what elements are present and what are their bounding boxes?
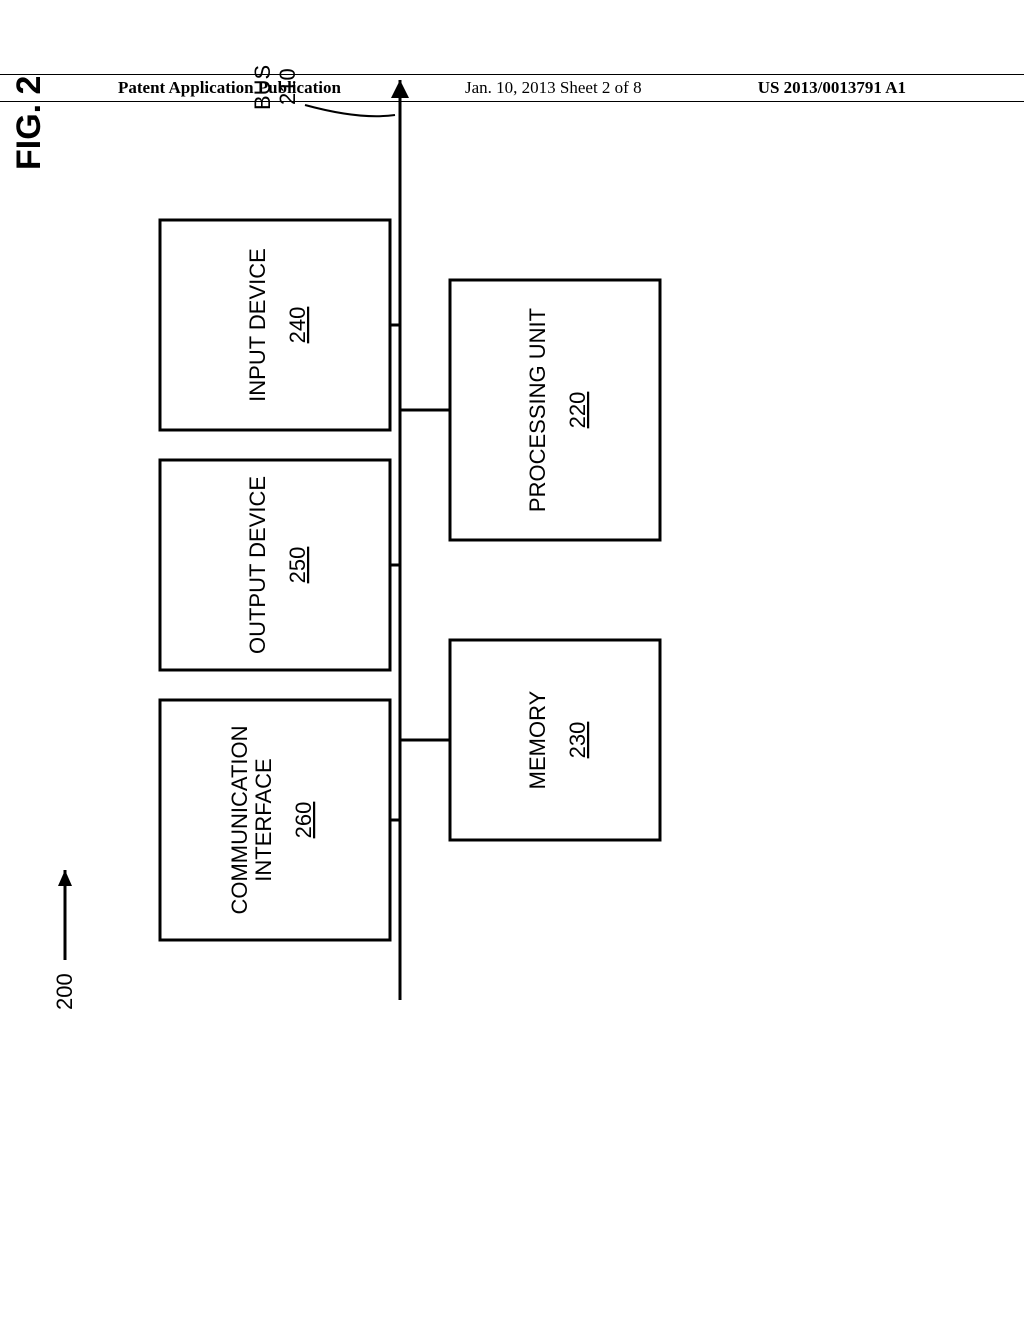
ref-comm: 260 (291, 802, 316, 839)
ref-input: 240 (285, 307, 310, 344)
block-input (160, 220, 390, 430)
system-ref: 200 (52, 973, 77, 1010)
ref-memory: 230 (565, 722, 590, 759)
system-ref-arrowhead (58, 870, 72, 886)
bus-ref: 210 (275, 68, 300, 105)
diagram-rotated-container: FIG. 2200BUS210COMMUNICATIONINTERFACE260… (0, 310, 1024, 1070)
block-output (160, 460, 390, 670)
block-memory (450, 640, 660, 840)
block-diagram: FIG. 2 200 BUS210 COMMUNICATIONINTERFACE 260… (0, 0, 720, 1070)
label-input: INPUT DEVICE (245, 248, 270, 402)
bus-arrowhead (391, 80, 409, 98)
label-output: OUTPUT DEVICE (245, 476, 270, 654)
label-proc: PROCESSING UNIT (525, 308, 550, 512)
bus-label: BUS (250, 65, 275, 110)
ref-output: 250 (285, 547, 310, 584)
ref-proc: 220 (565, 392, 590, 429)
bus-leader (305, 105, 395, 116)
label-comm-2: INTERFACE (251, 758, 276, 881)
block-proc (450, 280, 660, 540)
header-right: US 2013/0013791 A1 (758, 78, 906, 98)
figure-label: FIG. 2 (10, 76, 48, 170)
page: Patent Application Publication Jan. 10, … (0, 0, 1024, 1320)
label-memory: MEMORY (525, 690, 550, 789)
label-comm-1: COMMUNICATION (227, 725, 252, 914)
